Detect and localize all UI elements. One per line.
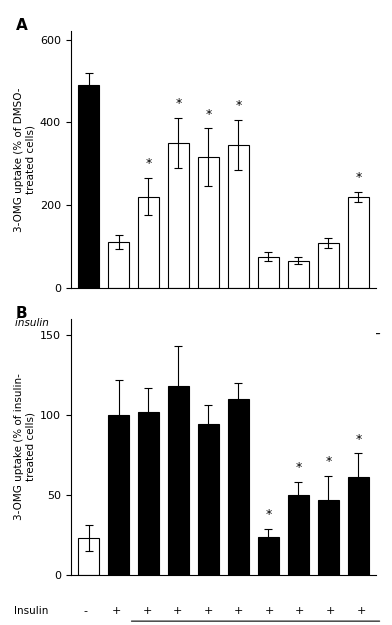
Text: +: + (173, 606, 182, 616)
Text: A: A (16, 18, 27, 33)
Bar (108, 415, 129, 575)
Text: -: - (267, 318, 271, 328)
Bar (78, 85, 99, 288)
Bar (168, 143, 189, 288)
Text: -: - (176, 318, 180, 328)
Text: B: B (16, 306, 27, 321)
Text: -: - (114, 318, 118, 328)
Bar (348, 197, 369, 288)
Text: -: - (145, 318, 149, 328)
Text: -: - (206, 318, 210, 328)
Text: *: * (355, 432, 361, 446)
Text: +: + (203, 606, 213, 616)
Y-axis label: 3-OMG uptake (% of insulin-
treated cells): 3-OMG uptake (% of insulin- treated cell… (14, 373, 36, 520)
Text: EC: EC (171, 344, 185, 354)
Text: Insulin: Insulin (15, 606, 55, 616)
Text: *: * (145, 158, 152, 170)
Text: *: * (175, 98, 181, 111)
Bar (258, 536, 279, 575)
Bar (168, 386, 189, 575)
Text: +: + (142, 606, 152, 616)
Bar (78, 538, 99, 575)
Bar (348, 478, 369, 575)
Text: insulin: insulin (15, 318, 55, 328)
Text: -: - (298, 318, 302, 328)
Bar (108, 242, 129, 288)
Bar (138, 197, 159, 288)
Text: +: + (81, 318, 91, 328)
Text: *: * (325, 455, 332, 468)
Text: +: + (234, 606, 243, 616)
Text: +: + (356, 606, 366, 616)
Text: -: - (84, 606, 88, 616)
Bar (318, 243, 339, 288)
Text: EGC: EGC (228, 344, 250, 354)
Text: *: * (295, 461, 301, 474)
Bar (198, 424, 219, 575)
Text: -: - (359, 318, 363, 328)
Bar (228, 145, 249, 288)
Text: ECg: ECg (290, 344, 310, 354)
Bar (258, 256, 279, 288)
Y-axis label: 3-OMG uptake (% of DMSO-
treated cells): 3-OMG uptake (% of DMSO- treated cells) (14, 87, 36, 232)
Text: *: * (265, 508, 272, 521)
Bar (288, 495, 309, 575)
Text: C: C (143, 344, 151, 354)
Text: +: + (326, 606, 335, 616)
Text: +: + (295, 606, 305, 616)
Text: -: - (328, 318, 332, 328)
Bar (228, 399, 249, 575)
Bar (288, 261, 309, 288)
Text: *: * (235, 99, 241, 112)
Text: -: - (237, 318, 241, 328)
Text: +: + (112, 606, 121, 616)
Text: +: + (265, 606, 274, 616)
Text: Cg: Cg (262, 344, 276, 354)
Text: EGCg: EGCg (347, 344, 376, 354)
Bar (318, 500, 339, 575)
Text: GC: GC (200, 344, 216, 354)
Bar (138, 412, 159, 575)
Bar (198, 158, 219, 288)
Text: *: * (205, 107, 212, 121)
Text: *: * (355, 171, 361, 184)
Text: GCg: GCg (319, 344, 341, 354)
